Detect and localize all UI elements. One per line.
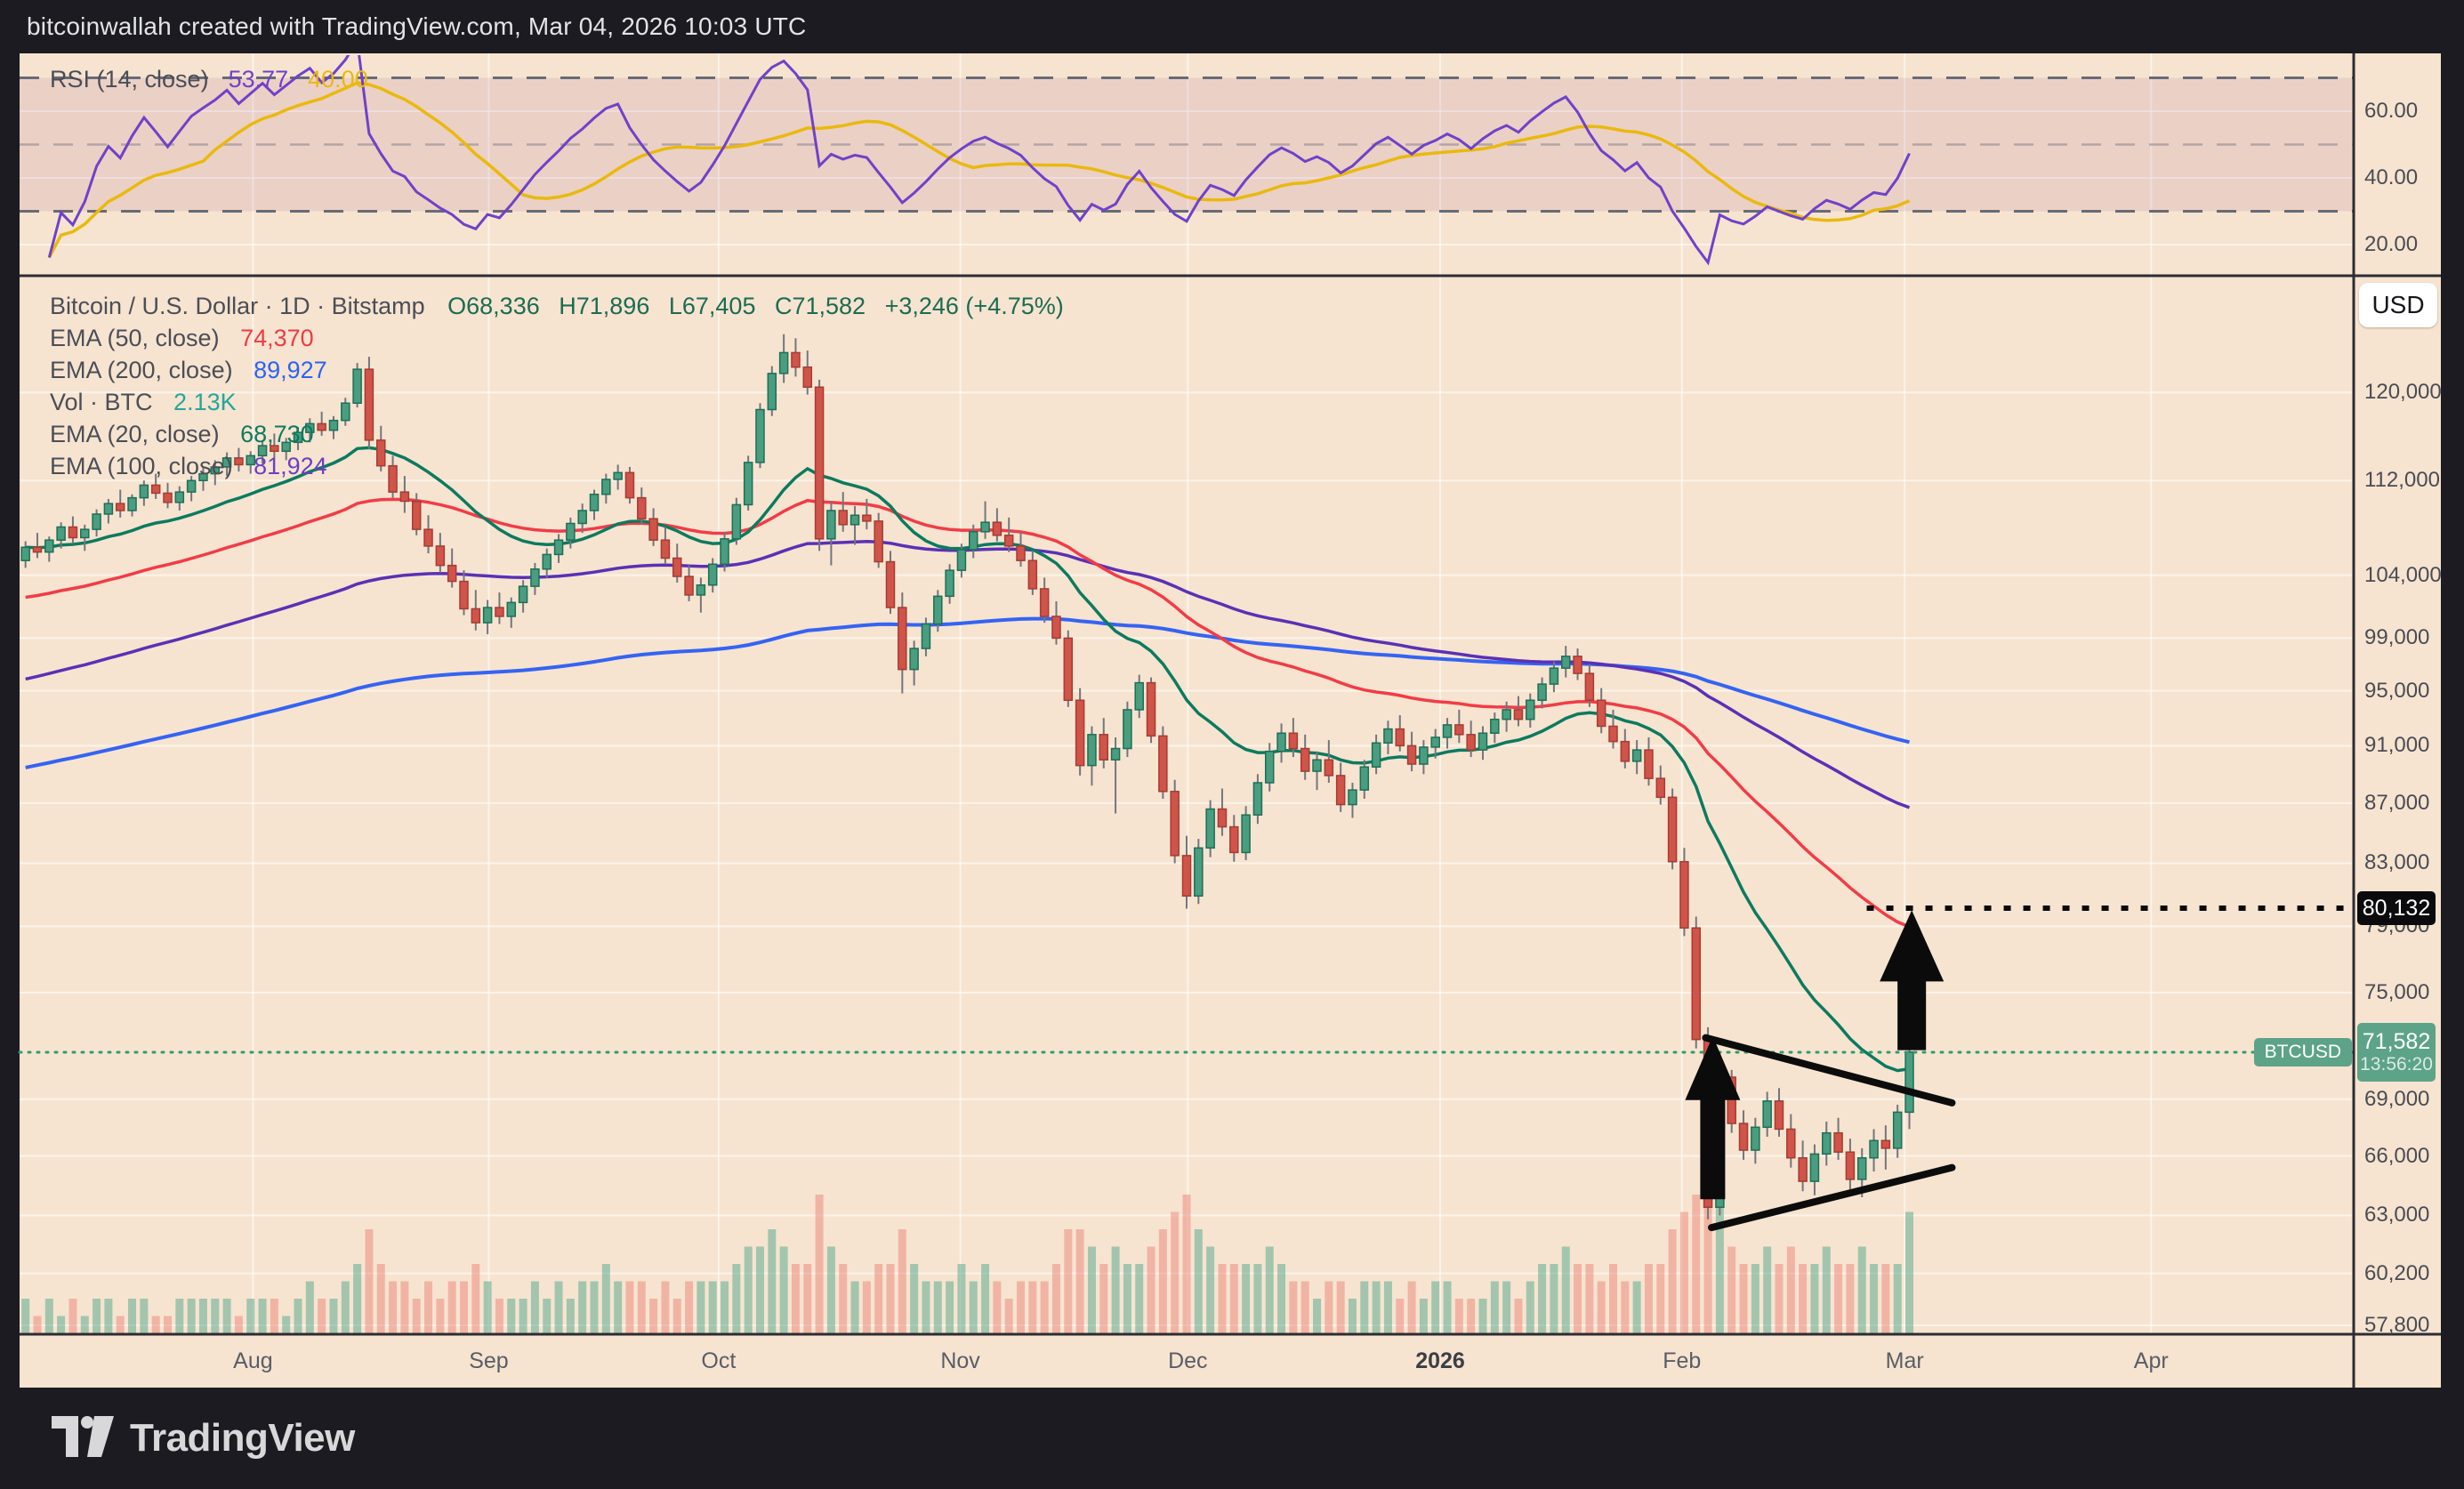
ohlc-high: H71,896 xyxy=(559,293,650,319)
rsi-value: 53.77 xyxy=(228,66,289,93)
price-tick-label: 69,000 xyxy=(2364,1086,2430,1111)
chart-plot-area[interactable] xyxy=(20,53,2354,1334)
rsi-legend[interactable]: RSI (14, close) 53.77 40.00 xyxy=(50,66,368,93)
target-price-label[interactable]: 80,132 xyxy=(2357,890,2436,925)
indicator-row-ema50[interactable]: EMA (50, close) 74,370 xyxy=(50,322,1076,354)
rsi-tick-label: 40.00 xyxy=(2364,165,2419,189)
price-tick-label: 66,000 xyxy=(2364,1143,2430,1168)
price-tick-label: 75,000 xyxy=(2364,980,2430,1005)
indicator-row-ema100[interactable]: EMA (100, close) 81,924 xyxy=(50,450,1076,482)
time-axis-label-Oct[interactable]: Oct xyxy=(701,1348,737,1373)
price-tick-label: 83,000 xyxy=(2364,850,2430,875)
time-axis-label-2026[interactable]: 2026 xyxy=(1415,1348,1465,1373)
price-tick-label: 60,200 xyxy=(2364,1260,2430,1285)
indicator-label: EMA (50, close) xyxy=(50,325,220,351)
indicator-label: EMA (200, close) xyxy=(50,357,233,383)
indicator-value: 81,924 xyxy=(254,453,327,479)
price-tick-label: 87,000 xyxy=(2364,790,2430,815)
bar-countdown: 13:56:20 xyxy=(2360,1054,2433,1075)
rsi-tick-label: 20.00 xyxy=(2364,232,2419,256)
time-axis-label-Feb[interactable]: Feb xyxy=(1663,1348,1702,1373)
time-axis-label-Mar[interactable]: Mar xyxy=(1885,1348,1924,1373)
rsi-legend-label: RSI (14, close) xyxy=(50,66,209,93)
currency-toggle-button[interactable]: USD xyxy=(2359,283,2437,327)
tradingview-logo-icon xyxy=(52,1416,114,1457)
time-axis-label-Nov[interactable]: Nov xyxy=(940,1348,980,1373)
price-tick-label: 57,800 xyxy=(2364,1313,2430,1338)
ohlc-open: O68,336 xyxy=(447,293,540,319)
price-tick-label: 95,000 xyxy=(2364,678,2430,703)
price-tick-label: 120,000 xyxy=(2364,380,2442,405)
last-price-label[interactable]: 71,582 13:56:20 xyxy=(2357,1022,2436,1082)
main-legend: Bitcoin / U.S. Dollar · 1D · Bitstamp O6… xyxy=(50,290,1076,482)
ohlc-low: L67,405 xyxy=(668,293,756,319)
watermark-bar: bitcoinwallah created with TradingView.c… xyxy=(0,0,2464,53)
indicator-row-ema20[interactable]: EMA (20, close) 68,730 xyxy=(50,418,1076,450)
time-axis-label-Sep[interactable]: Sep xyxy=(469,1348,509,1373)
indicator-value: 2.13K xyxy=(173,389,237,415)
indicator-value: 74,370 xyxy=(240,325,314,351)
indicator-label: Vol · BTC xyxy=(50,389,153,415)
price-tick-label: 104,000 xyxy=(2364,562,2442,587)
tradingview-brand[interactable]: TradingView xyxy=(52,1416,355,1461)
indicator-value: 89,927 xyxy=(254,357,327,383)
tradingview-brand-text: TradingView xyxy=(130,1416,355,1460)
price-tick-label: 91,000 xyxy=(2364,733,2430,758)
time-axis-label-Aug[interactable]: Aug xyxy=(233,1348,273,1373)
price-tick-label: 63,000 xyxy=(2364,1203,2430,1227)
time-axis-label-Dec[interactable]: Dec xyxy=(1168,1348,1208,1373)
indicator-row-ema200[interactable]: EMA (200, close) 89,927 xyxy=(50,354,1076,386)
footer-bar: TradingView xyxy=(0,1388,2464,1489)
indicator-row-volume[interactable]: Vol · BTC 2.13K xyxy=(50,386,1076,418)
indicator-value: 68,730 xyxy=(240,421,314,447)
rsi-ma-value: 40.00 xyxy=(308,66,368,93)
indicator-label: EMA (20, close) xyxy=(50,421,220,447)
last-price-value: 71,582 xyxy=(2362,1029,2431,1055)
ohlc-change: +3,246 (+4.75%) xyxy=(884,293,1064,319)
symbol-name-tag: BTCUSD xyxy=(2253,1037,2352,1066)
indicator-label: EMA (100, close) xyxy=(50,453,233,479)
time-axis-label-Apr[interactable]: Apr xyxy=(2133,1348,2169,1373)
rsi-tick-label: 60.00 xyxy=(2364,99,2419,123)
price-tick-label: 99,000 xyxy=(2364,625,2430,650)
symbol-legend-row[interactable]: Bitcoin / U.S. Dollar · 1D · Bitstamp O6… xyxy=(50,290,1076,322)
price-tick-label: 112,000 xyxy=(2364,468,2440,493)
symbol-title: Bitcoin / U.S. Dollar · 1D · Bitstamp xyxy=(50,293,425,319)
watermark-title: bitcoinwallah created with TradingView.c… xyxy=(27,12,807,40)
ohlc-close: C71,582 xyxy=(774,293,866,319)
